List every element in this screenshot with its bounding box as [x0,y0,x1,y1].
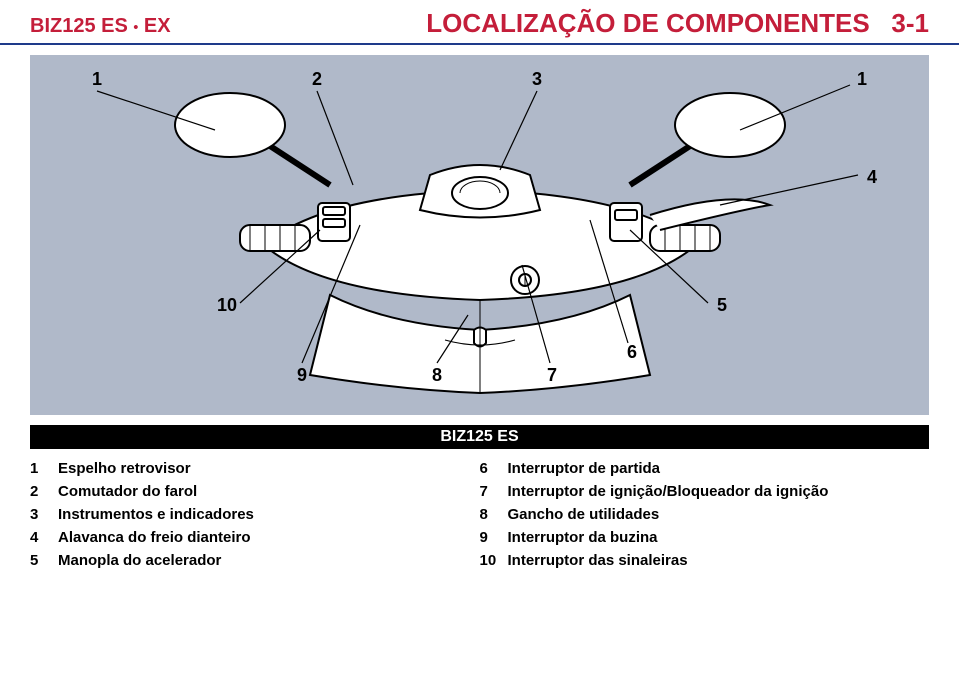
callout-1: 1 [850,67,874,91]
legend-label: Comutador do farol [58,483,197,500]
legend-num: 6 [480,460,508,477]
section-title: LOCALIZAÇÃO DE COMPONENTES [426,8,869,38]
legend-label: Alavanca do freio dianteiro [58,529,251,546]
legend-num: 8 [480,506,508,523]
callout-6: 6 [620,340,644,364]
legend-title: BIZ125 ES [440,428,518,445]
legend-table: 1Espelho retrovisor2Comutador do farol3I… [30,457,929,572]
legend-row: 6Interruptor de partida [480,457,930,480]
legend-row: 5Manopla do acelerador [30,549,480,572]
model-right: EX [144,15,171,37]
legend-label: Interruptor das sinaleiras [508,552,688,569]
legend-row: 7Interruptor de ignição/Bloqueador da ig… [480,480,930,503]
legend-label: Manopla do acelerador [58,552,221,569]
callout-4: 4 [860,165,884,189]
page-header: BIZ125 ES • EX LOCALIZAÇÃO DE COMPONENTE… [0,0,959,43]
bullet: • [133,19,138,35]
callout-8: 8 [425,363,449,387]
callout-5: 5 [710,293,734,317]
callout-7: 7 [540,363,564,387]
legend-row: 2Comutador do farol [30,480,480,503]
callout-3: 3 [525,67,549,91]
legend-num: 4 [30,529,58,546]
legend-label: Interruptor de ignição/Bloqueador da ign… [508,483,829,500]
legend-label: Instrumentos e indicadores [58,506,254,523]
legend-row: 8Gancho de utilidades [480,503,930,526]
legend-row: 3Instrumentos e indicadores [30,503,480,526]
legend-label: Interruptor da buzina [508,529,658,546]
callout-9: 9 [290,363,314,387]
callout-10: 10 [215,293,239,317]
legend-col-left: 1Espelho retrovisor2Comutador do farol3I… [30,457,480,572]
legend-row: 9Interruptor da buzina [480,526,930,549]
legend-num: 1 [30,460,58,477]
legend-label: Espelho retrovisor [58,460,191,477]
legend-title-bar: BIZ125 ES [30,425,929,449]
legend-col-right: 6Interruptor de partida7Interruptor de i… [480,457,930,572]
diagram-panel: 1 2 3 1 4 10 5 9 8 7 6 [30,55,929,415]
legend-label: Interruptor de partida [508,460,661,477]
legend-num: 7 [480,483,508,500]
header-title-block: LOCALIZAÇÃO DE COMPONENTES 3-1 [426,8,929,39]
callout-1: 1 [85,67,109,91]
callout-2: 2 [305,67,329,91]
legend-num: 5 [30,552,58,569]
legend-num: 10 [480,552,508,569]
header-model: BIZ125 ES • EX [30,15,171,38]
legend-num: 9 [480,529,508,546]
model-left: BIZ125 ES [30,15,128,37]
page-number: 3-1 [891,8,929,38]
legend-label: Gancho de utilidades [508,506,660,523]
leader-lines [30,55,929,415]
legend-num: 3 [30,506,58,523]
legend-row: 1Espelho retrovisor [30,457,480,480]
legend-row: 4Alavanca do freio dianteiro [30,526,480,549]
legend-row: 10Interruptor das sinaleiras [480,549,930,572]
legend-num: 2 [30,483,58,500]
header-divider [0,43,959,45]
